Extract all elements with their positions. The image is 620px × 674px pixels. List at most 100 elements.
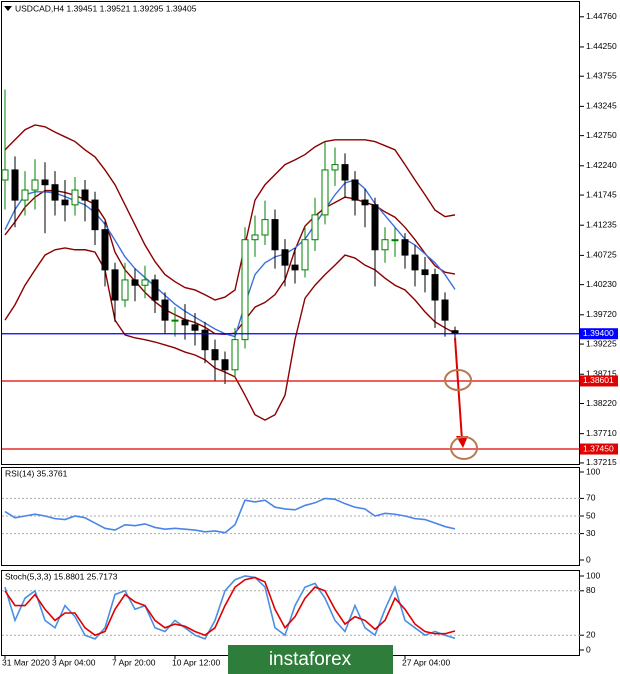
y-tick-label: 1.39720 <box>586 309 617 319</box>
candle-body <box>151 279 159 301</box>
y-tick-label: 80 <box>586 585 596 595</box>
candle-body <box>361 199 369 206</box>
plot-layer: 1.44760 1.44250 1.43755 1.43245 1.42750 1.422… <box>1 11 618 667</box>
candle-body <box>271 219 279 251</box>
y-tick-label: 1.43245 <box>586 101 617 111</box>
candle-body <box>421 269 429 276</box>
level-label: 1.39400 <box>583 328 614 338</box>
candle-body <box>71 189 79 206</box>
level-label: 1.38601 <box>583 375 614 385</box>
indicator-line <box>4 247 456 421</box>
candle-body <box>11 169 19 201</box>
x-tick-label: 31 Mar 2020 <box>2 657 50 667</box>
y-tick-label: 50 <box>586 510 596 520</box>
y-tick-label: 1.40230 <box>586 279 617 289</box>
x-tick-label: 7 Apr 20:00 <box>112 657 156 667</box>
y-tick-label: 0 <box>586 554 591 564</box>
y-tick-label: 0 <box>586 644 591 654</box>
candle-body <box>301 239 309 271</box>
candle-body <box>371 204 379 251</box>
y-tick-label: 1.44760 <box>586 11 617 21</box>
candle-body <box>281 249 289 266</box>
candle-body <box>241 239 249 341</box>
watermark-box <box>228 645 393 674</box>
candle-body <box>231 339 239 371</box>
candle-body <box>171 319 179 322</box>
level-label: 1.37450 <box>583 443 614 453</box>
y-tick-label: 1.41745 <box>586 189 617 199</box>
candle-body <box>101 229 109 271</box>
y-tick-label: 1.39225 <box>586 338 617 348</box>
target-circle <box>450 436 478 460</box>
level-label-box <box>580 443 618 455</box>
candle-body <box>141 279 149 286</box>
candle-body <box>91 199 99 231</box>
candle-body <box>451 330 459 334</box>
chart-title: USDCAD,H4 1.39451 1.39521 1.39295 1.3940… <box>15 3 197 13</box>
y-tick-label: 1.44250 <box>586 41 617 51</box>
candle-body <box>291 264 299 271</box>
indicator-line <box>4 497 456 534</box>
indicator-line <box>4 179 456 338</box>
candle-body <box>201 329 209 351</box>
candle-body <box>41 179 49 186</box>
candle-body <box>381 239 389 251</box>
target-circle <box>444 369 472 391</box>
candle-body <box>181 319 189 326</box>
x-tick-label: 10 Apr 12:00 <box>172 657 220 667</box>
y-tick-label: 1.38220 <box>586 398 617 408</box>
menu-arrow <box>4 6 12 11</box>
y-tick-label: 70 <box>586 493 596 503</box>
y-tick-label: 1.41235 <box>586 219 617 229</box>
candle-body <box>51 184 59 201</box>
candle-body <box>131 279 139 286</box>
y-tick-label: 30 <box>586 528 596 538</box>
candle-body <box>391 239 399 242</box>
candle-body <box>261 219 269 236</box>
indicator-line <box>4 575 456 640</box>
candle-body <box>441 299 449 321</box>
candle-body <box>21 189 29 201</box>
x-tick-label: 27 Apr 04:00 <box>402 657 450 667</box>
candle-body <box>31 179 39 191</box>
candle-body <box>61 199 69 206</box>
candle-body <box>121 279 129 301</box>
candle-body <box>411 254 419 271</box>
y-tick-label: 100 <box>586 466 600 476</box>
candle-body <box>211 349 219 361</box>
y-tick-label: 1.40725 <box>586 250 617 260</box>
y-tick-label: 1.42240 <box>586 160 617 170</box>
indicator-line <box>4 576 456 637</box>
candle-body <box>191 324 199 331</box>
candle-body <box>161 299 169 321</box>
candle-body <box>1 169 9 181</box>
candle-body <box>331 164 339 171</box>
candle-body <box>81 189 89 201</box>
rsi-title: RSI(14) 35.3761 <box>5 468 68 478</box>
candle-body <box>401 239 409 256</box>
y-tick-label: 1.43755 <box>586 70 617 80</box>
y-tick-label: 1.42750 <box>586 130 617 140</box>
y-tick-label: 1.37215 <box>586 457 617 467</box>
candle-body <box>321 169 329 216</box>
y-tick-label: 1.37710 <box>586 428 617 438</box>
watermark: instaforex <box>269 649 352 670</box>
x-tick-label: 3 Apr 04:00 <box>52 657 96 667</box>
arrow-head <box>456 436 468 448</box>
candle-body <box>431 274 439 301</box>
candle-body <box>251 234 259 241</box>
annotation <box>444 337 478 460</box>
level-label-box <box>580 328 618 340</box>
stoch-title: Stoch(5,3,3) 15.8801 25.7173 <box>5 571 118 581</box>
candle-body <box>111 269 119 301</box>
level-label-box <box>580 375 618 387</box>
candle-body <box>311 214 319 241</box>
y-tick-label: 100 <box>586 570 600 580</box>
candle-body <box>351 179 359 201</box>
price-panel <box>1 1 580 465</box>
indicator-line <box>4 124 456 301</box>
y-tick-label: 20 <box>586 629 596 639</box>
candle-body <box>221 359 229 371</box>
